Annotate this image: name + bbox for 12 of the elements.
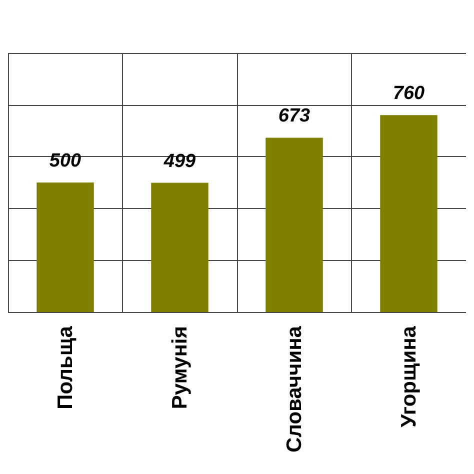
x-tick-label: Польща: [54, 326, 77, 410]
x-tick-label: Угорщина: [397, 326, 420, 428]
bar: [151, 182, 208, 312]
x-tick-label: Словаччина: [282, 326, 306, 453]
x-tick-label: Румунія: [168, 326, 192, 410]
bar: [36, 182, 94, 312]
data-label: 500: [49, 150, 82, 172]
bar: [380, 115, 438, 312]
data-label: 673: [278, 106, 311, 127]
data-label: 499: [162, 150, 196, 172]
data-label: 760: [392, 83, 426, 104]
bar: [266, 138, 323, 312]
